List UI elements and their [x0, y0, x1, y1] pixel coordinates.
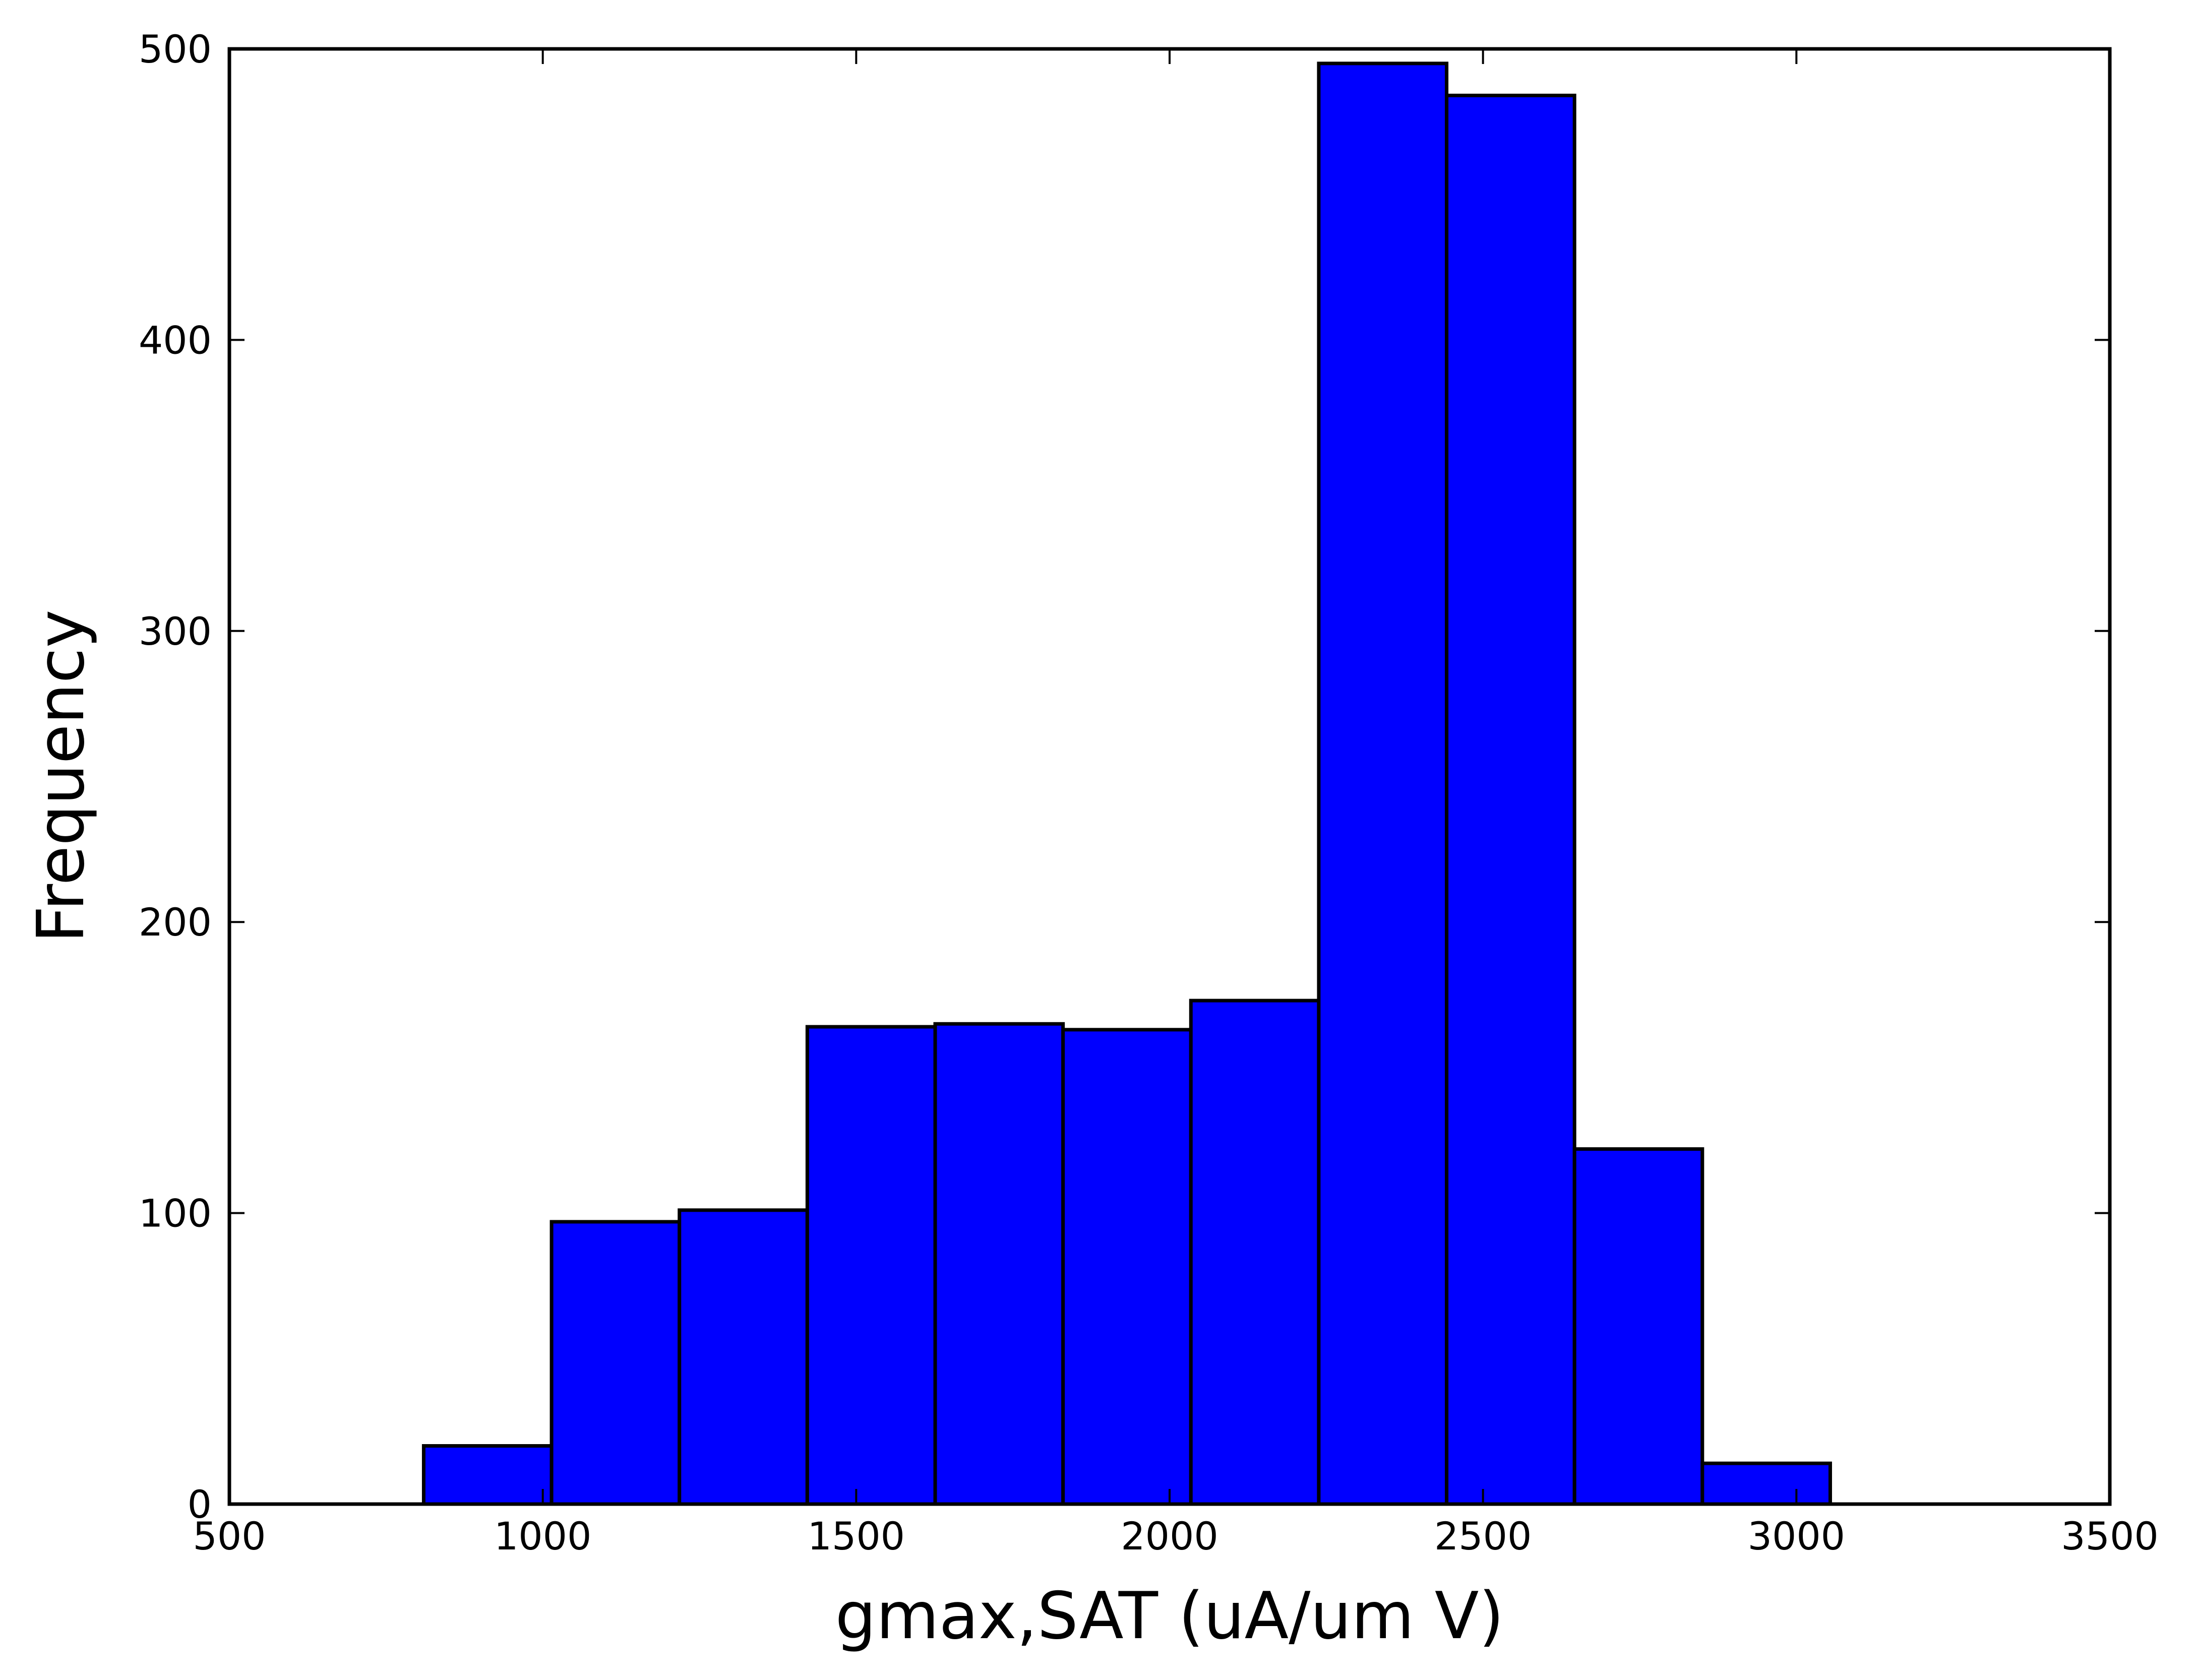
y-tick-label-2: 200 — [139, 900, 212, 945]
histogram-bar-2 — [678, 1208, 809, 1506]
histogram-bar-10 — [1700, 1461, 1832, 1506]
y-tick-label-0: 0 — [188, 1482, 212, 1527]
histogram-bar-9 — [1572, 1147, 1704, 1506]
histogram-bars — [421, 61, 1832, 1506]
x-tick-labels: 500 1000 1500 2000 2500 3000 3500 — [193, 1514, 2158, 1559]
x-tick-label-6: 3500 — [2061, 1514, 2158, 1559]
y-tick-label-4: 400 — [139, 318, 212, 362]
histogram-bar-7 — [1317, 61, 1449, 1506]
histogram-bar-0 — [421, 1444, 554, 1506]
y-tick-label-5: 500 — [139, 27, 212, 72]
histogram-bar-4 — [933, 1022, 1065, 1506]
x-tick-label-5: 3000 — [1748, 1514, 1845, 1559]
y-tick-label-3: 300 — [139, 609, 212, 654]
x-tick-label-1: 1000 — [494, 1514, 591, 1559]
x-axis-label: gmax,SAT (uA/um V) — [835, 1579, 1504, 1654]
histogram-bar-6 — [1189, 999, 1321, 1506]
y-axis-label: Frequency — [24, 609, 99, 943]
histogram-bar-1 — [550, 1220, 682, 1506]
histogram-bar-5 — [1061, 1028, 1193, 1506]
x-tick-label-4: 2500 — [1434, 1514, 1532, 1559]
histogram-bar-8 — [1445, 93, 1576, 1506]
histogram-bar-3 — [805, 1025, 937, 1506]
x-tick-label-3: 2000 — [1121, 1514, 1218, 1559]
plot-frame — [227, 47, 2112, 1506]
x-tick-label-0: 500 — [193, 1514, 266, 1559]
y-tick-label-1: 100 — [139, 1191, 212, 1236]
y-tick-labels: 0 100 200 300 400 500 — [139, 27, 212, 1527]
x-tick-label-2: 1500 — [808, 1514, 905, 1559]
